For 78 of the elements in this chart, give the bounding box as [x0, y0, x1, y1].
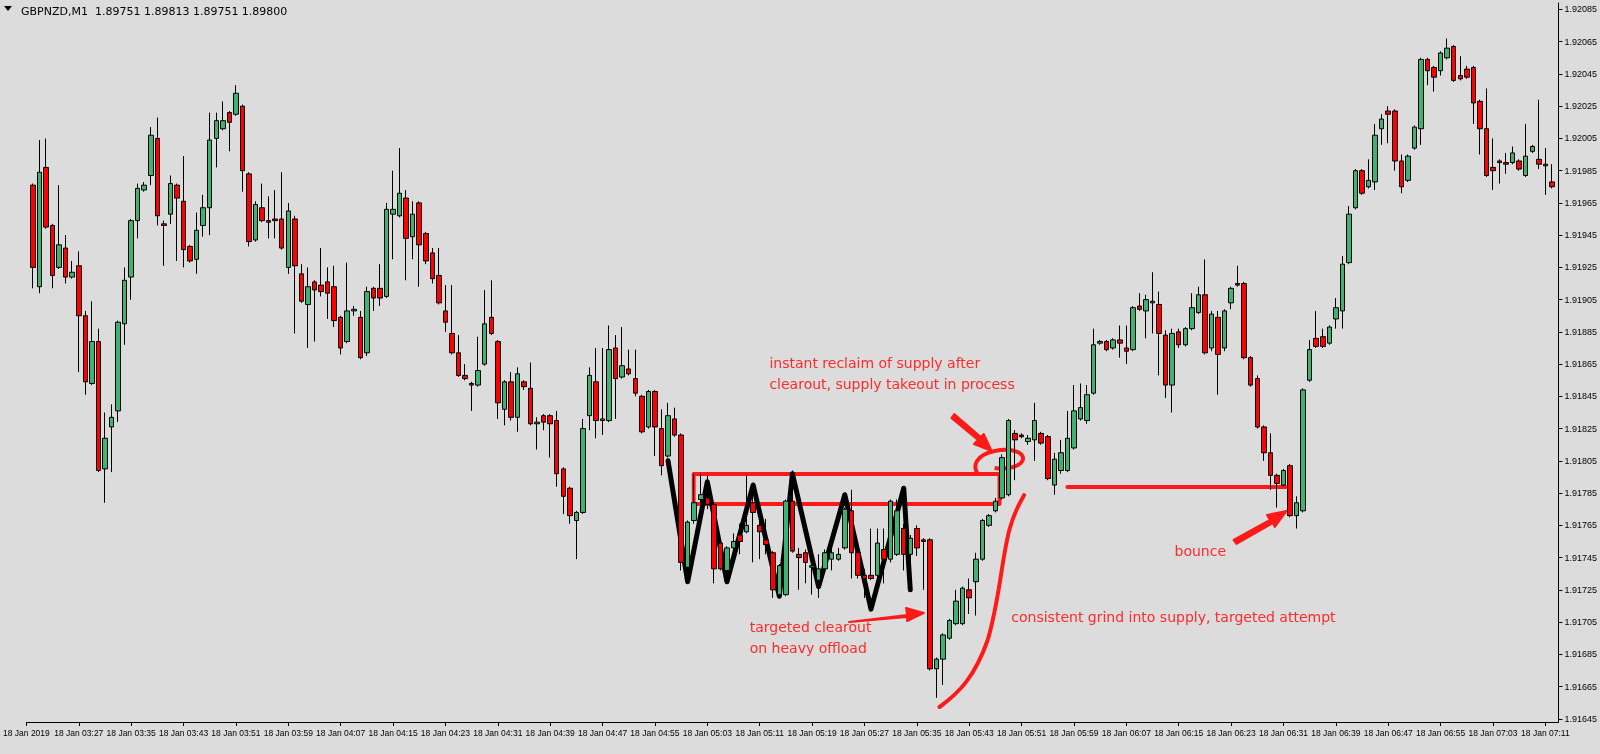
annotation: instant reclaim of supply after clearout, supply takeout in process [769, 354, 1015, 392]
x-tick-label: 18 Jan 06:31 [1258, 727, 1309, 738]
candlestick [750, 494, 756, 563]
y-tick-label: 1.91865 [1564, 359, 1598, 370]
candlestick [691, 473, 697, 525]
annotation: bounce [1174, 542, 1227, 559]
candlestick [1091, 328, 1096, 396]
y-tick-label: 1.91925 [1564, 262, 1598, 273]
x-tick-label: 18 Jan 03:27 [54, 727, 104, 738]
y-tick-label: 1.91825 [1564, 423, 1598, 434]
x-tick-label: 18 Jan 2019 [3, 727, 51, 738]
y-tick-label: 1.91805 [1564, 455, 1598, 466]
y-tick-label: 1.91845 [1564, 391, 1598, 402]
candlestick [161, 220, 167, 267]
x-tick-label: 18 Jan 04:07 [316, 727, 366, 738]
x-tick-label: 18 Jan 04:31 [473, 727, 523, 738]
candlestick [633, 349, 638, 397]
candlestick [763, 518, 769, 555]
candlestick [1379, 113, 1384, 146]
y-tick-label: 1.91685 [1564, 649, 1598, 660]
y-tick-label: 1.91705 [1564, 617, 1598, 628]
y-tick-label: 1.91945 [1564, 230, 1598, 241]
y-tick-label: 1.91785 [1564, 488, 1598, 499]
y-tick-label: 1.91885 [1564, 326, 1598, 337]
y-tick-label: 1.92085 [1564, 4, 1598, 15]
candlestick [836, 547, 841, 562]
candlestick [1530, 144, 1535, 154]
x-tick-label: 18 Jan 05:35 [892, 727, 942, 738]
x-tick-label: 18 Jan 05:11 [735, 727, 785, 738]
x-tick-label: 18 Jan 06:23 [1206, 727, 1256, 738]
x-tick-label: 18 Jan 05:03 [682, 727, 733, 738]
y-tick-label: 1.91905 [1564, 294, 1598, 305]
annotation: consistent grind into supply, targeted attempt [1011, 608, 1337, 625]
candlestick [482, 289, 487, 367]
x-tick-label: 18 Jan 07:03 [1468, 727, 1518, 738]
x-tick-label: 18 Jan 04:47 [577, 727, 628, 738]
x-tick-label: 18 Jan 05:19 [787, 727, 837, 738]
x-tick-label: 18 Jan 06:15 [1154, 727, 1204, 738]
y-tick-label: 1.91745 [1564, 552, 1598, 563]
x-tick-label: 18 Jan 05:59 [1049, 727, 1099, 738]
y-tick-label: 1.91645 [1564, 713, 1598, 724]
x-tick-label: 18 Jan 04:55 [630, 727, 680, 738]
x-tick-label: 18 Jan 05:51 [997, 727, 1047, 738]
candlestick [744, 474, 749, 534]
y-tick-label: 1.91985 [1564, 165, 1598, 176]
candlestick [993, 497, 998, 513]
y-tick-label: 1.92025 [1564, 101, 1598, 112]
x-tick-label: 18 Jan 07:11 [1521, 727, 1570, 738]
annotation: targeted clearout on heavy offload [749, 618, 872, 656]
y-tick-label: 1.91665 [1564, 681, 1598, 692]
y-tick-label: 1.92045 [1564, 68, 1598, 79]
y-tick-label: 1.92065 [1564, 36, 1598, 47]
x-tick-label: 18 Jan 04:15 [368, 727, 418, 738]
y-tick-label: 1.91965 [1564, 197, 1598, 208]
x-tick-label: 18 Jan 03:51 [211, 727, 261, 738]
candlestick [1228, 286, 1234, 310]
y-tick-label: 1.91725 [1564, 584, 1598, 595]
candlestick [1549, 163, 1555, 189]
x-tick-label: 18 Jan 06:55 [1416, 727, 1466, 738]
x-tick-label: 18 Jan 04:39 [525, 727, 576, 738]
chart-title: GBPNZD,M1 1.89751 1.89813 1.89751 1.89800 [21, 5, 288, 18]
x-tick-label: 18 Jan 03:43 [158, 727, 209, 738]
x-tick-label: 18 Jan 05:43 [944, 727, 995, 738]
candlestick [489, 279, 494, 336]
y-tick-label: 1.92005 [1564, 133, 1598, 144]
x-tick-label: 18 Jan 04:23 [420, 727, 471, 738]
x-tick-label: 18 Jan 03:35 [106, 727, 156, 738]
candlestick [443, 284, 448, 333]
candlestick [1346, 205, 1352, 265]
candlestick [109, 403, 114, 473]
x-tick-label: 18 Jan 06:47 [1363, 727, 1414, 738]
candlestick [1307, 339, 1312, 383]
candlestick [1156, 291, 1162, 376]
x-tick-label: 18 Jan 05:27 [839, 727, 890, 738]
x-tick-label: 18 Jan 03:59 [263, 727, 314, 738]
y-tick-label: 1.91765 [1564, 520, 1598, 531]
x-tick-label: 18 Jan 06:39 [1311, 727, 1361, 738]
x-tick-label: 18 Jan 06:07 [1101, 727, 1152, 738]
